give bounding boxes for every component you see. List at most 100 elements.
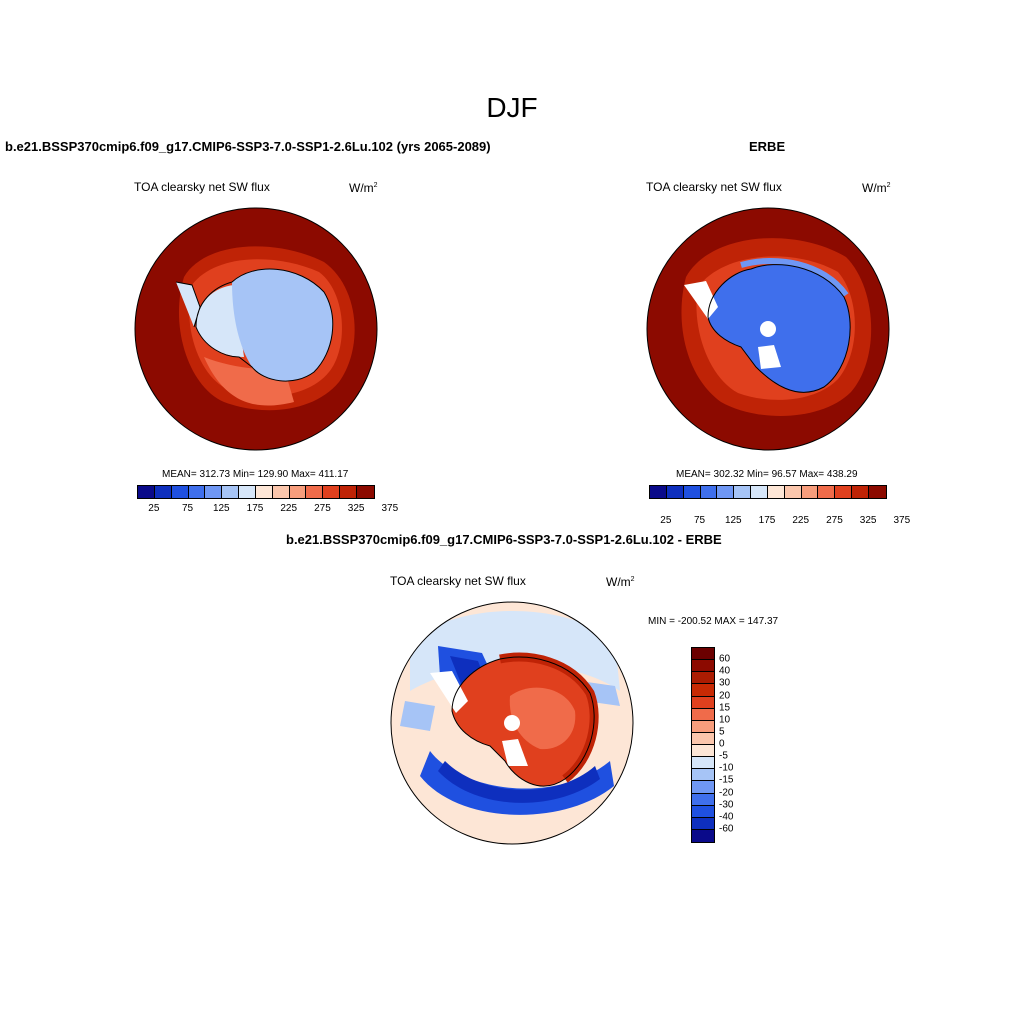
diff-colorbar-tick-label: -5 <box>719 750 728 762</box>
obs-colorbar-swatch <box>717 486 735 498</box>
obs-polar-hole <box>760 321 776 337</box>
obs-colorbar-swatch <box>818 486 836 498</box>
obs-ross-shelf <box>758 345 781 369</box>
model-colorbar <box>137 485 375 499</box>
obs-colorbar-swatch <box>666 486 684 498</box>
diff-colorbar-swatch <box>692 817 714 830</box>
diff-colorbar-swatch <box>692 660 714 673</box>
model-colorbar-swatch <box>323 486 341 498</box>
diff-colorbar-tick-label: -30 <box>719 799 734 811</box>
diff-panel-title: b.e21.BSSP370cmip6.f09_g17.CMIP6-SSP3-7.… <box>286 532 722 547</box>
diff-stats: MIN = -200.52 MAX = 147.37 <box>648 616 779 627</box>
obs-antarctica <box>708 264 851 393</box>
obs-colorbar-tick-label: 125 <box>724 515 742 526</box>
diff-colorbar-tick-label: 15 <box>719 702 731 714</box>
obs-colorbar-swatch <box>868 486 886 498</box>
diff-colorbar-tick-label: -60 <box>719 823 734 835</box>
model-colorbar-swatch <box>239 486 256 498</box>
obs-colorbar-tick-label: 75 <box>694 515 706 526</box>
model-colorbar-swatch <box>306 486 324 498</box>
diff-polar-map <box>390 601 634 845</box>
obs-colorbar-tick-label: 25 <box>660 515 672 526</box>
model-colorbar-swatch <box>138 486 155 498</box>
diff-colorbar-tick-label: 5 <box>719 726 725 738</box>
model-colorbar-swatch <box>205 486 223 498</box>
obs-colorbar-tick-label: 325 <box>859 515 877 526</box>
obs-colorbar-swatch <box>784 486 802 498</box>
diff-units-label: W/m2 <box>606 575 635 589</box>
diff-colorbar <box>691 647 715 843</box>
obs-colorbar-tick-label: 375 <box>893 515 911 526</box>
model-antarctica-east <box>232 269 333 382</box>
diff-colorbar-ticks: 60 40 30 20 15 10 5 0 -5 -10 -15 -20 -30 -40 -60 <box>719 647 759 841</box>
model-colorbar-swatch <box>356 486 374 498</box>
diff-positive-interior <box>509 687 576 750</box>
obs-colorbar-tick-label: 225 <box>792 515 810 526</box>
obs-panel-title: ERBE <box>749 139 786 154</box>
model-variable-label: TOA clearsky net SW flux <box>134 180 270 194</box>
obs-colorbar-swatch <box>801 486 819 498</box>
obs-units-label: W/m2 <box>862 181 891 195</box>
diff-colorbar-swatch <box>692 793 714 806</box>
model-colorbar-tick-label: 325 <box>347 503 365 514</box>
diff-light-blue-scatter <box>400 681 620 731</box>
model-colorbar-swatch <box>272 486 290 498</box>
model-colorbar-ticks: 25 75 125 175 225 275 325 375 <box>137 503 398 515</box>
obs-colorbar-swatch <box>700 486 718 498</box>
diff-colorbar-swatch <box>692 708 714 721</box>
obs-coastline <box>707 264 851 393</box>
model-colorbar-tick-label: 125 <box>212 503 230 514</box>
diff-colorbar-swatch <box>692 781 714 794</box>
model-colorbar-swatch <box>222 486 240 498</box>
diff-colorbar-tick-label: 40 <box>719 665 731 677</box>
obs-colorbar-swatch <box>835 486 853 498</box>
model-colorbar-swatch <box>154 486 172 498</box>
diff-colorbar-swatch <box>692 684 714 697</box>
diff-colorbar-tick-label: -20 <box>719 787 734 798</box>
obs-colorbar-swatch <box>683 486 701 498</box>
model-colorbar-tick-label: 175 <box>246 503 264 514</box>
diff-negative-belt-south <box>420 751 614 815</box>
model-colorbar-tick-label: 225 <box>280 503 298 514</box>
obs-colorbar-swatch <box>650 486 667 498</box>
diff-colorbar-swatch <box>692 732 714 745</box>
obs-stats: MEAN= 302.32 Min= 96.57 Max= 438.29 <box>676 469 858 480</box>
diff-colorbar-swatch <box>692 648 714 661</box>
model-polar-map <box>134 207 378 451</box>
model-antarctic-peninsula <box>176 282 200 327</box>
model-colorbar-swatch <box>171 486 189 498</box>
diff-colorbar-tick-label: 20 <box>719 690 731 701</box>
model-stats: MEAN= 312.73 Min= 129.90 Max= 411.17 <box>162 469 349 480</box>
diff-colorbar-swatch <box>692 829 714 842</box>
diff-upper-pale-zone <box>410 611 620 691</box>
model-colorbar-swatch <box>255 486 273 498</box>
model-colorbar-swatch <box>289 486 307 498</box>
diff-variable-label: TOA clearsky net SW flux <box>390 574 526 588</box>
diff-colorbar-swatch <box>692 720 714 733</box>
diff-polar-hole <box>504 715 520 731</box>
model-colorbar-tick-label: 75 <box>182 503 194 514</box>
diff-ross-shelf <box>502 739 528 766</box>
obs-colorbar-swatch <box>767 486 785 498</box>
obs-colorbar-tick-label: 175 <box>758 515 776 526</box>
diff-colorbar-swatch <box>692 745 714 758</box>
diff-colorbar-tick-label: -10 <box>719 762 734 774</box>
diff-coastline <box>451 656 595 787</box>
model-colorbar-swatch <box>340 486 357 498</box>
obs-antarctica-coast-band <box>740 257 849 297</box>
model-colorbar-swatch <box>188 486 206 498</box>
model-colorbar-tick-label: 25 <box>148 503 160 514</box>
obs-colorbar-ticks: 25 75 125 175 225 275 325 375 <box>649 515 910 527</box>
obs-colorbar-swatch <box>751 486 768 498</box>
diff-negative-belt-inner <box>438 761 600 803</box>
diff-colorbar-swatch <box>692 672 714 685</box>
diff-colorbar-tick-label: 60 <box>719 653 731 665</box>
obs-peninsula <box>684 281 718 319</box>
obs-colorbar-tick-label: 275 <box>826 515 843 526</box>
obs-polar-map <box>646 207 890 451</box>
obs-colorbar-swatch <box>734 486 752 498</box>
model-colorbar-tick-label: 275 <box>314 503 331 514</box>
diff-colorbar-swatch <box>692 769 714 782</box>
model-units-label: W/m2 <box>349 181 378 195</box>
model-coastline <box>175 268 334 382</box>
